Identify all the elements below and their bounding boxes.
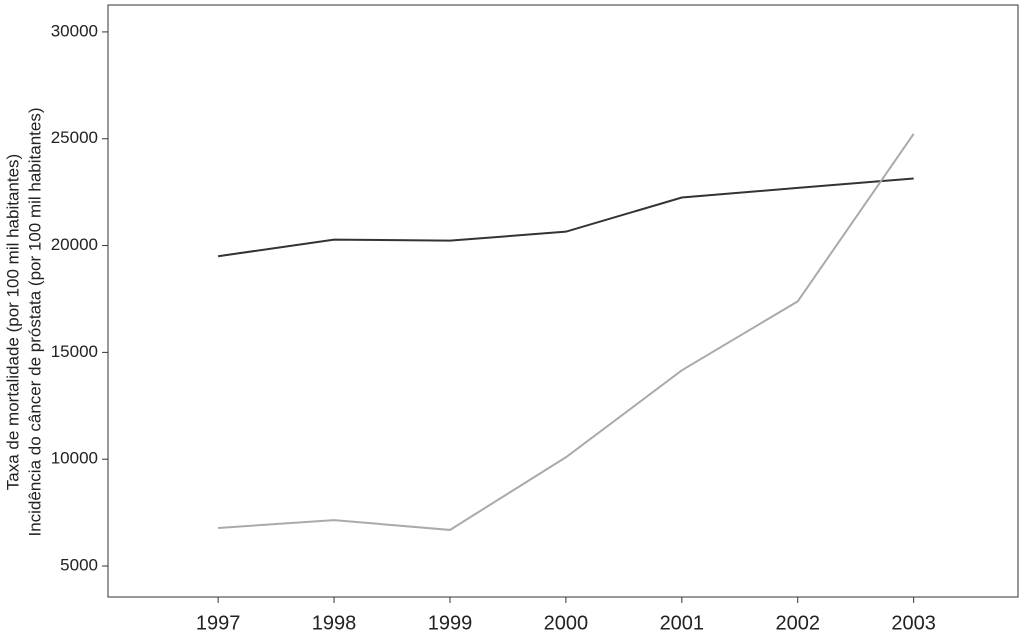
plot-frame	[107, 4, 1019, 598]
x-tick-label: 1999	[428, 612, 473, 634]
data-line	[218, 133, 915, 531]
x-tick-label: 2003	[891, 612, 936, 634]
y-tick-label: 20000	[51, 235, 98, 254]
x-tick-label: 2000	[544, 612, 589, 634]
x-tick-label: 2001	[660, 612, 705, 634]
y-tick-label: 10000	[51, 449, 98, 468]
y-tick-label: 15000	[51, 342, 98, 361]
x-tick-label: 1998	[312, 612, 357, 634]
y-tick-label: 30000	[51, 21, 98, 40]
x-tick-label: 1997	[196, 612, 241, 634]
y-tick-label: 25000	[51, 128, 98, 147]
data-line	[217, 177, 914, 258]
y-axis-label: Taxa de mortalidade (por 100 mil habitan…	[3, 154, 22, 490]
y-tick-label: 5000	[60, 556, 98, 575]
x-tick-label: 2002	[775, 612, 820, 634]
y-axis-label: Incidência do câncer de próstata (por 10…	[25, 107, 44, 536]
